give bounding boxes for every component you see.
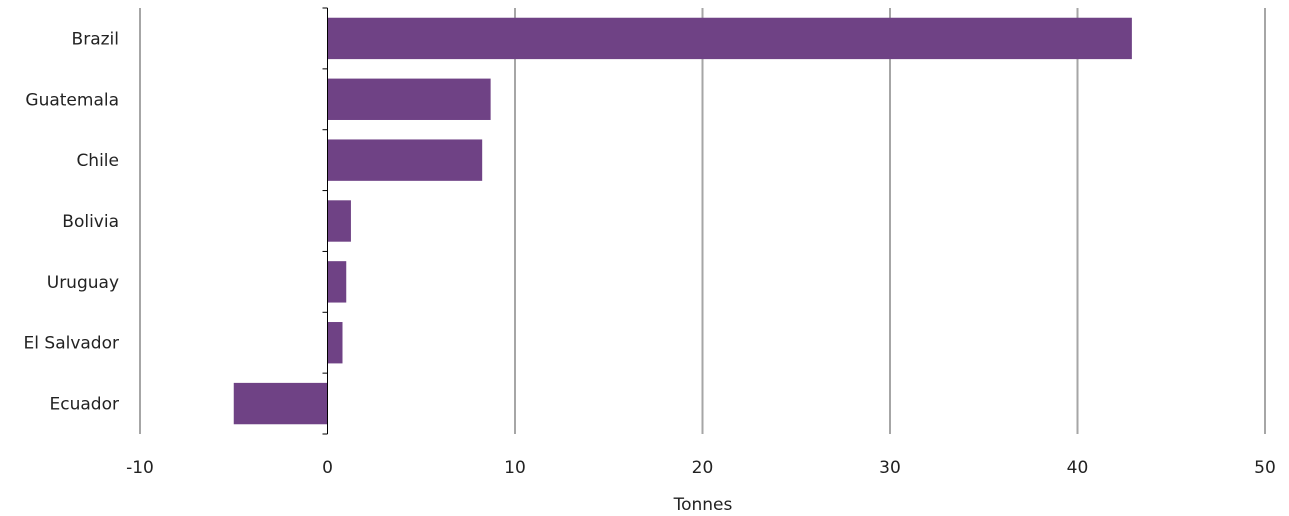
category-label: Ecuador xyxy=(50,395,119,415)
category-axis: Brazil Guatemala Chile Bolivia Uruguay El Sal… xyxy=(24,7,328,435)
category-label: Bolivia xyxy=(62,212,119,232)
value-axis-tick-labels: -10 0 10 20 30 40 50 xyxy=(126,458,1276,478)
gridlines xyxy=(139,8,1266,434)
x-tick-label: 50 xyxy=(1254,458,1276,478)
bar-el-salvador xyxy=(327,322,343,364)
x-tick-label: 20 xyxy=(692,458,714,478)
bar-uruguay xyxy=(327,261,347,303)
x-tick-label: 0 xyxy=(322,458,333,478)
bar-guatemala xyxy=(327,78,491,120)
x-tick-label: -10 xyxy=(126,458,154,478)
x-tick-label: 30 xyxy=(879,458,901,478)
x-axis-title: Tonnes xyxy=(673,495,733,515)
bar-brazil xyxy=(327,17,1132,60)
bars xyxy=(233,17,1132,425)
category-label: Chile xyxy=(76,151,119,171)
x-tick-label: 10 xyxy=(504,458,526,478)
category-label: Guatemala xyxy=(25,90,119,110)
category-label: El Salvador xyxy=(24,334,119,354)
bar-ecuador xyxy=(233,382,328,425)
category-label: Brazil xyxy=(72,29,119,49)
bar-bolivia xyxy=(327,200,351,242)
category-label: Uruguay xyxy=(47,273,119,293)
bar-chile xyxy=(327,139,483,181)
x-tick-label: 40 xyxy=(1067,458,1089,478)
